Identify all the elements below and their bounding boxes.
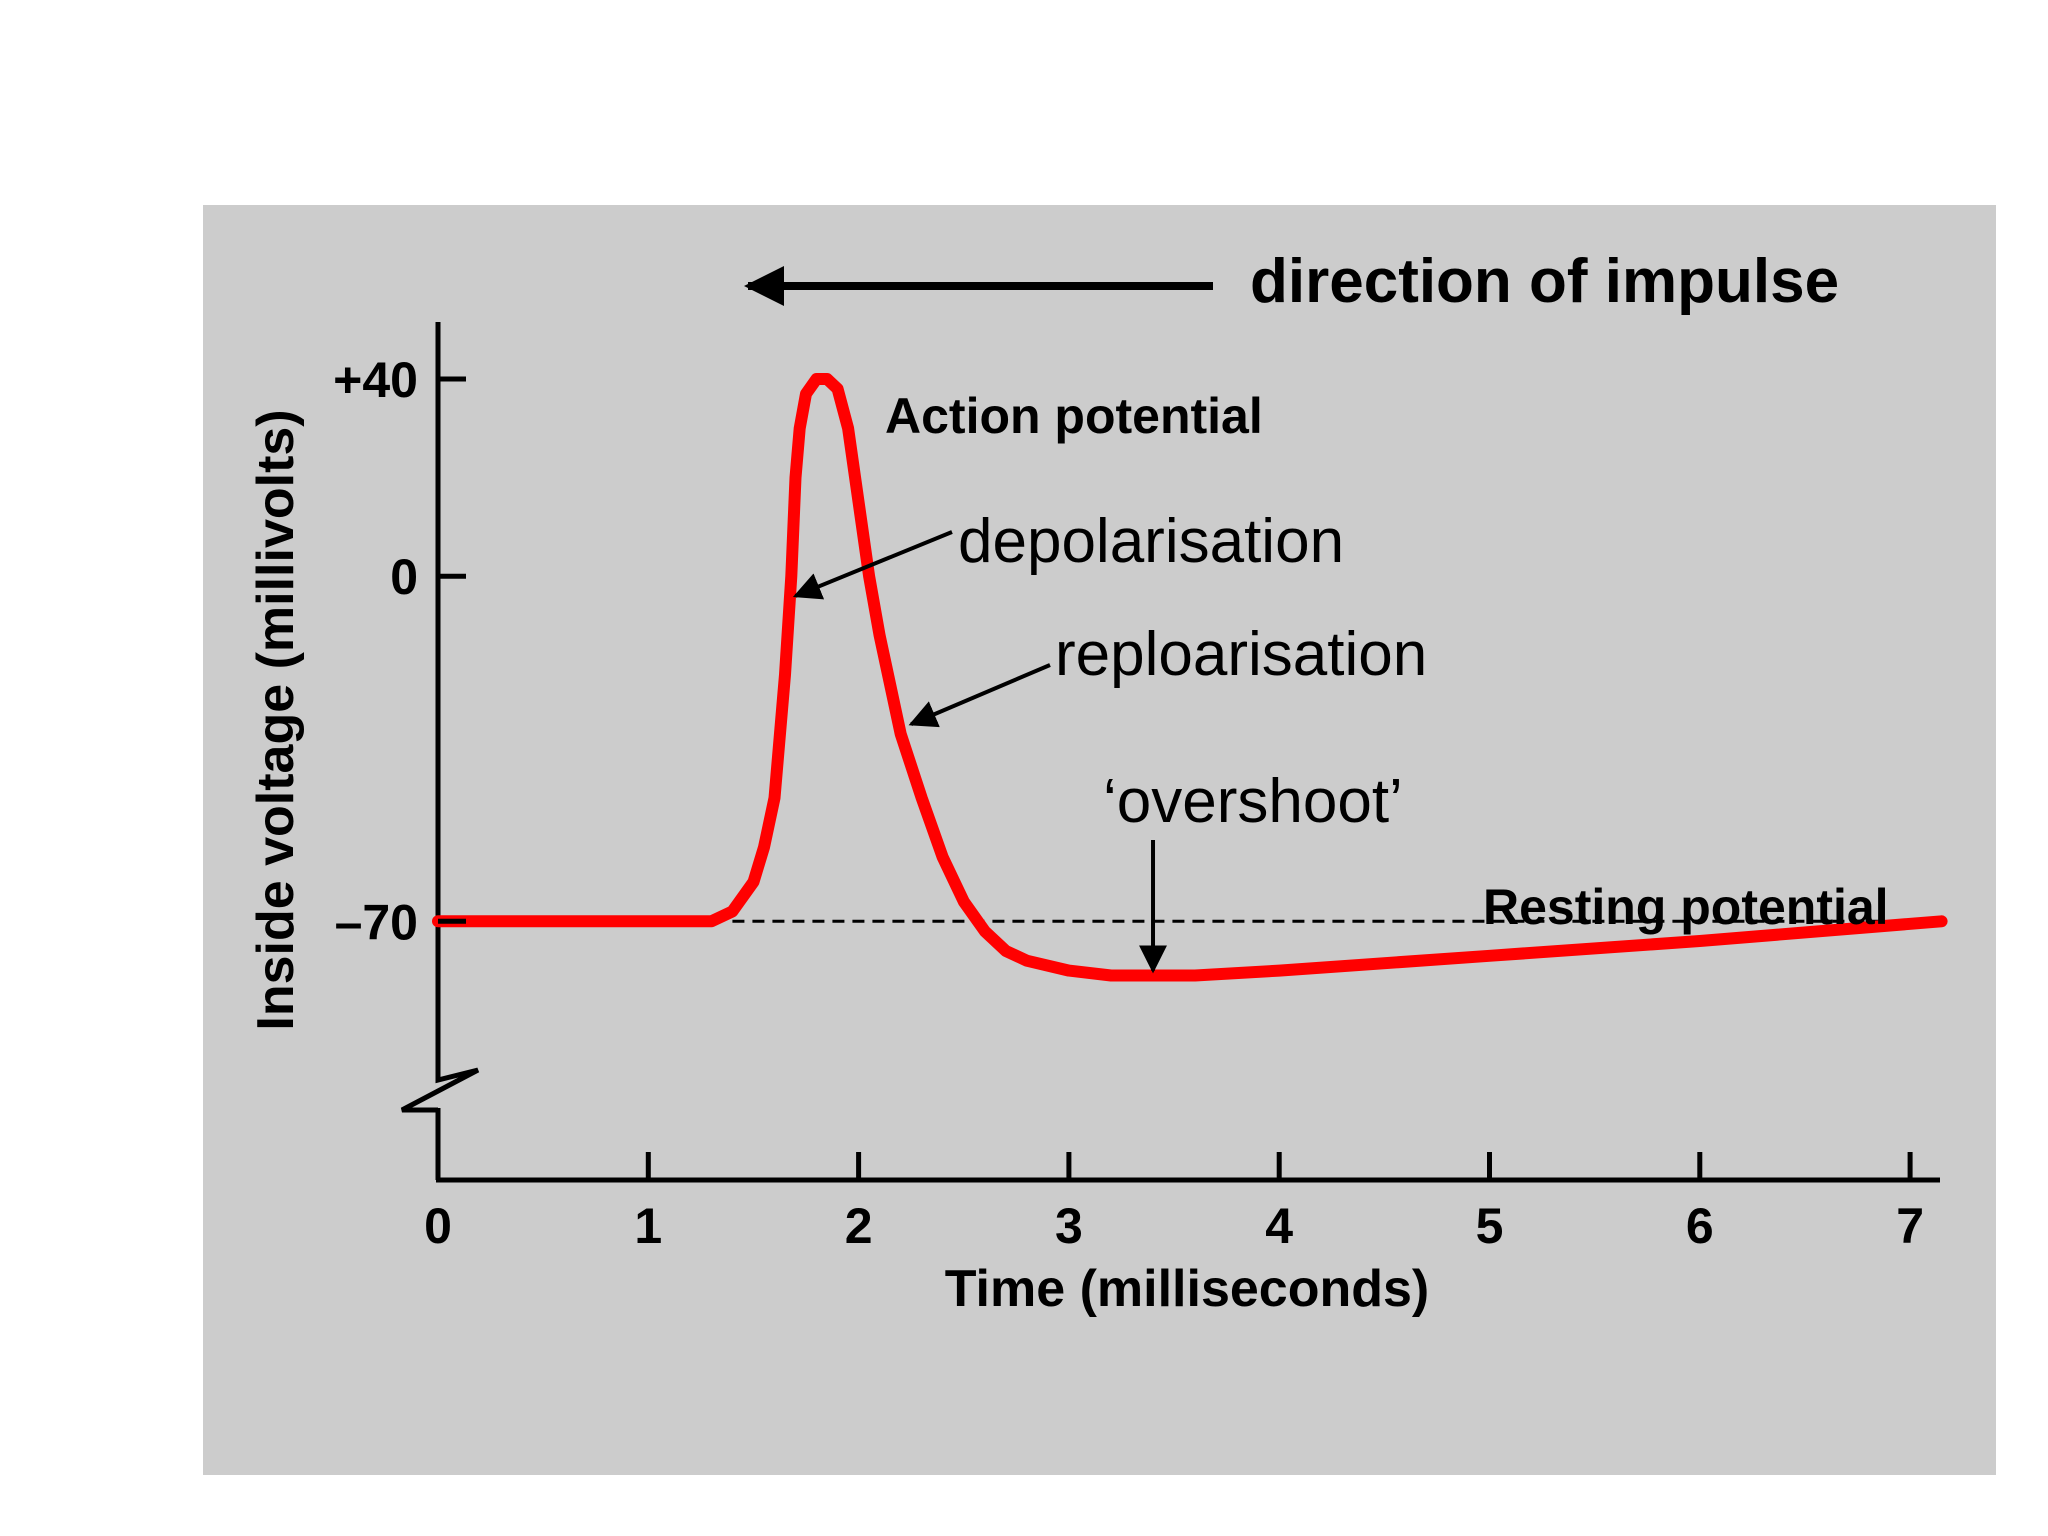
x-axis-label: Time (milliseconds) <box>945 1260 1430 1318</box>
y-axis-label: Inside voltage (millivolts) <box>247 409 305 1030</box>
depolarisation-label: depolarisation <box>958 507 1344 576</box>
x-tick-label: 4 <box>1265 1198 1293 1254</box>
reploarisation-label: reploarisation <box>1055 620 1427 689</box>
y-axis-break <box>400 1067 480 1113</box>
y-ticks: +40 0 –70 <box>333 352 466 950</box>
chart-panel <box>203 205 1996 1475</box>
x-tick-label: 1 <box>634 1198 662 1254</box>
resting-potential-label: Resting potential <box>1483 879 1889 935</box>
x-tick-label: 5 <box>1476 1198 1504 1254</box>
series-line <box>432 373 1948 982</box>
y-tick-label: –70 <box>335 894 418 950</box>
y-tick-label: +40 <box>333 352 418 408</box>
axes <box>400 322 1940 1183</box>
overshoot-label: ‘overshoot’ <box>1103 767 1403 836</box>
action-potential-label: Action potential <box>885 388 1263 444</box>
x-tick-label: 2 <box>845 1198 873 1254</box>
x-tick-label: 6 <box>1686 1198 1714 1254</box>
x-ticks: 0 1 2 3 4 5 6 7 <box>424 1152 1924 1254</box>
depolarisation-arrow <box>792 530 953 600</box>
x-tick-label: 0 <box>424 1198 452 1254</box>
x-tick-label: 3 <box>1055 1198 1083 1254</box>
direction-label: direction of impulse <box>1250 247 1839 316</box>
y-tick-label: 0 <box>390 549 418 605</box>
x-tick-label: 7 <box>1896 1198 1924 1254</box>
reploarisation-arrow <box>908 663 1051 728</box>
